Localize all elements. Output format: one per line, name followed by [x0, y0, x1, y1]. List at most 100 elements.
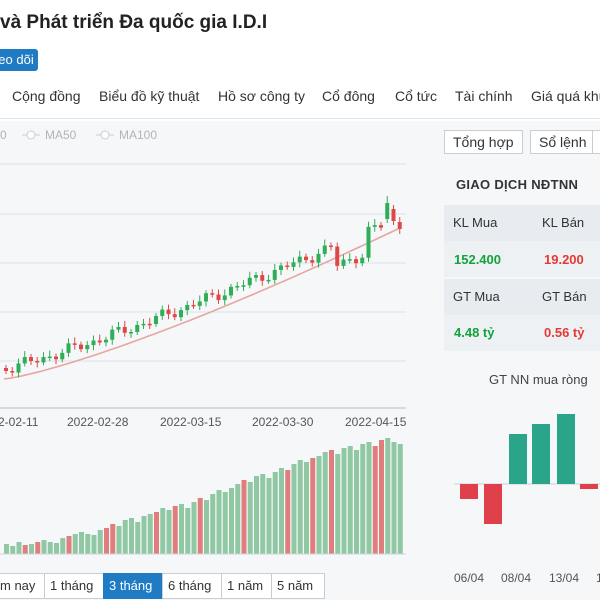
tab-summary[interactable]: Tổng hợp — [444, 130, 523, 154]
nav-item-finance[interactable]: Tài chính — [455, 88, 513, 104]
volume-bar — [122, 520, 128, 554]
nav-item-community[interactable]: Cộng đồng — [12, 88, 81, 104]
volume-bar — [191, 502, 197, 554]
kl-ban-value: 19.200 — [544, 252, 584, 267]
gt-x-tick-label: 06/04 — [454, 571, 484, 585]
volume-bar — [110, 524, 116, 554]
volume-bar — [210, 494, 216, 554]
nav-item-company-profile[interactable]: Hồ sơ công ty — [218, 88, 305, 104]
candle-body — [210, 293, 215, 295]
nav-item-technical-chart[interactable]: Biểu đồ kỹ thuật — [99, 88, 200, 104]
volume-bar — [347, 446, 353, 554]
candle-body — [260, 275, 265, 281]
candle-body — [154, 315, 158, 325]
candle-body — [241, 285, 246, 287]
x-tick-label: 2022-03-15 — [160, 415, 222, 429]
volume-bar — [179, 504, 184, 554]
candle-body — [129, 332, 133, 334]
range-today-button[interactable]: m nay — [0, 573, 46, 599]
candle-body — [160, 309, 165, 316]
candle-body — [235, 286, 240, 288]
right-panel: Tổng hợp Sổ lệnh M GIAO DỊCH NĐTNN KL Mu… — [432, 121, 600, 600]
gt-bar — [557, 414, 575, 484]
volume-bar — [329, 450, 334, 554]
candle-body — [285, 265, 290, 268]
candle-body — [397, 222, 402, 229]
candle-body — [172, 314, 177, 318]
candle-body — [335, 246, 340, 266]
volume-bar — [4, 544, 9, 554]
gt-ban-value: 0.56 tỷ — [544, 325, 585, 340]
volume-bar — [372, 446, 378, 554]
range-3month-button[interactable]: 3 tháng — [103, 573, 163, 599]
volume-bar — [310, 458, 316, 554]
volume-bar — [85, 534, 91, 554]
volume-bar — [72, 534, 78, 554]
candle-body — [116, 326, 121, 330]
volume-bar — [160, 508, 166, 554]
candle-body — [329, 245, 333, 248]
candle-body — [41, 357, 46, 363]
volume-bar — [116, 526, 122, 554]
range-6month-button[interactable]: 6 tháng — [162, 573, 222, 599]
candle-body — [391, 209, 396, 221]
range-1year-button[interactable]: 1 năm — [221, 573, 275, 599]
volume-bar — [66, 536, 72, 554]
nav-item-dividend[interactable]: Cổ tức — [395, 88, 438, 104]
volume-bar — [266, 478, 272, 554]
candle-body — [141, 323, 146, 326]
volume-bar — [222, 492, 228, 554]
candle-body — [72, 343, 77, 345]
volume-bar — [254, 476, 259, 554]
volume-bar — [335, 454, 341, 554]
kl-ban-label: KL Bán — [542, 215, 585, 230]
volume-bar — [104, 528, 109, 554]
volume-bar — [341, 448, 347, 554]
ma-line — [3, 228, 399, 380]
volume-bar — [54, 543, 59, 554]
nav-item-price-history[interactable]: Giá quá khứ — [531, 88, 600, 104]
candle-body — [91, 340, 96, 346]
volume-bar — [285, 470, 291, 554]
tab-more[interactable]: M — [592, 130, 600, 154]
volume-bar — [91, 535, 97, 554]
gt-net-buy-chart: 06/04 08/04 13/04 1 — [454, 414, 600, 585]
follow-button[interactable]: eo dõi — [0, 49, 38, 71]
tab-order-book[interactable]: Sổ lệnh — [530, 130, 596, 154]
gt-mua-value: 4.48 tỷ — [454, 325, 495, 340]
volume-bar — [204, 500, 209, 554]
candle-body — [104, 339, 108, 343]
candle-body — [216, 294, 221, 301]
gt-x-tick-label: 1 — [596, 571, 600, 585]
volume-bar — [291, 464, 297, 554]
candle-body — [85, 345, 90, 350]
candle-body — [310, 260, 315, 263]
volume-bar — [397, 444, 403, 554]
candle-body — [266, 279, 271, 282]
range-5year-button[interactable]: 5 năm — [271, 573, 325, 599]
gt-x-tick-label: 13/04 — [549, 571, 579, 585]
candle-body — [147, 323, 152, 326]
candle-body — [254, 275, 258, 278]
volume-bar — [297, 460, 303, 554]
range-1month-button[interactable]: 1 tháng — [44, 573, 104, 599]
candle-body — [341, 259, 346, 266]
gt-x-tick-label: 08/04 — [501, 571, 531, 585]
volume-bar — [229, 488, 234, 554]
main-nav: Cộng đồng Biểu đồ kỹ thuật Hồ sơ công ty… — [0, 78, 600, 119]
candle-body — [97, 340, 102, 343]
foreign-trade-title: GIAO DỊCH NĐTNN — [456, 177, 579, 192]
candle-body — [316, 253, 321, 263]
candle-body — [60, 352, 65, 360]
x-tick-label: 2022-03-30 — [252, 415, 314, 429]
nav-item-shareholders[interactable]: Cổ đông — [322, 88, 375, 104]
candle-body — [166, 309, 171, 315]
volume-bar — [135, 522, 141, 554]
legend-label: 0 — [0, 128, 7, 142]
volume-bar — [304, 462, 309, 554]
candle-body — [22, 357, 27, 364]
volume-bar — [172, 506, 178, 554]
legend-label: MA50 — [45, 128, 77, 142]
candle-body — [4, 368, 8, 371]
volume-bar — [60, 538, 66, 554]
